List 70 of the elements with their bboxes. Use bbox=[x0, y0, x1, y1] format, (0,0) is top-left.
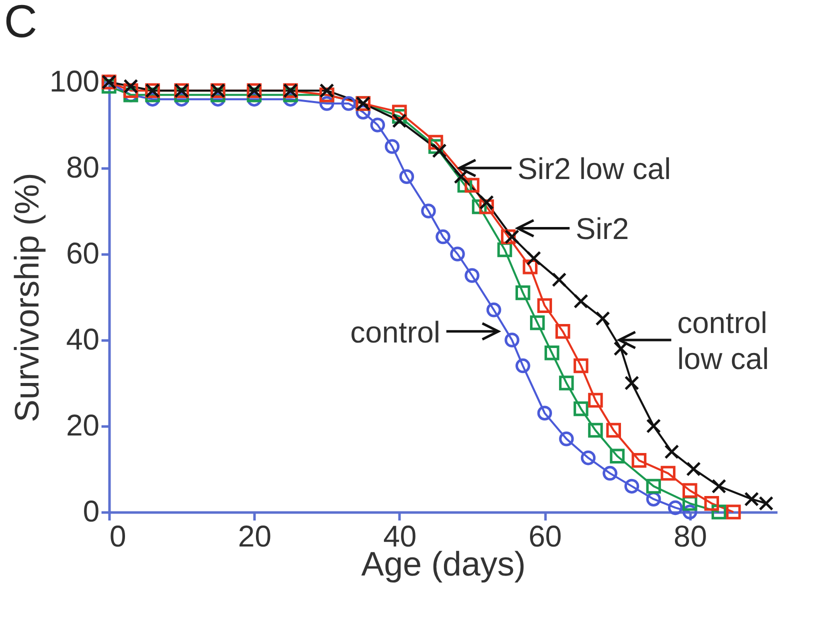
annotation: Sir2 low cal bbox=[518, 153, 671, 186]
point bbox=[552, 272, 567, 288]
point bbox=[595, 311, 610, 326]
point bbox=[319, 83, 334, 98]
point bbox=[530, 315, 545, 330]
point bbox=[559, 376, 574, 390]
y-tick-label: 60 bbox=[66, 238, 100, 270]
y-tick-label: 40 bbox=[66, 324, 100, 356]
point bbox=[744, 492, 759, 506]
point bbox=[686, 462, 701, 476]
point bbox=[726, 504, 741, 520]
point bbox=[515, 358, 530, 374]
x-tick-label: 0 bbox=[110, 520, 126, 554]
point bbox=[664, 444, 680, 460]
point bbox=[123, 78, 138, 94]
point bbox=[341, 96, 356, 111]
point bbox=[624, 478, 640, 494]
annotation: Sir2 bbox=[576, 213, 629, 246]
y-tick-label: 100 bbox=[49, 66, 100, 98]
point bbox=[504, 332, 520, 348]
point bbox=[555, 324, 570, 339]
y-tick-label: 20 bbox=[66, 410, 100, 442]
point bbox=[646, 418, 661, 434]
point bbox=[399, 169, 414, 184]
point bbox=[588, 422, 603, 438]
point bbox=[370, 118, 386, 132]
y-tick-label: 80 bbox=[66, 152, 100, 184]
point bbox=[450, 246, 465, 262]
x-tick-label: 80 bbox=[674, 520, 708, 554]
point bbox=[515, 285, 530, 300]
point bbox=[384, 139, 400, 154]
point bbox=[537, 298, 552, 313]
chart-title: C bbox=[4, 0, 38, 47]
point bbox=[704, 496, 720, 511]
point bbox=[537, 406, 552, 420]
point bbox=[486, 302, 502, 318]
point bbox=[559, 432, 574, 446]
point bbox=[610, 448, 625, 464]
point bbox=[421, 204, 436, 218]
annotation: control low cal bbox=[677, 307, 769, 376]
point bbox=[660, 466, 676, 481]
x-tick-label: 60 bbox=[528, 520, 562, 554]
point bbox=[602, 466, 618, 481]
point bbox=[526, 250, 542, 266]
point bbox=[682, 483, 698, 498]
point bbox=[574, 358, 588, 374]
point bbox=[712, 478, 726, 494]
y-axis-title: Survivorship (%) bbox=[8, 172, 46, 422]
point bbox=[624, 376, 640, 390]
x-tick-label: 20 bbox=[238, 520, 272, 554]
point bbox=[454, 169, 469, 184]
y-tick-label: 0 bbox=[82, 496, 100, 528]
point bbox=[574, 401, 588, 416]
point bbox=[544, 346, 560, 360]
point bbox=[432, 143, 447, 158]
point bbox=[668, 500, 683, 516]
point bbox=[614, 341, 628, 356]
annotation: control bbox=[350, 316, 440, 350]
point bbox=[606, 422, 622, 438]
point bbox=[758, 496, 774, 511]
point bbox=[464, 268, 480, 283]
point bbox=[464, 178, 480, 193]
point bbox=[392, 113, 407, 128]
point bbox=[580, 450, 596, 466]
point bbox=[574, 294, 588, 309]
point bbox=[646, 478, 661, 494]
point bbox=[632, 453, 646, 468]
point bbox=[588, 392, 603, 408]
point bbox=[479, 195, 494, 210]
point bbox=[436, 229, 450, 244]
